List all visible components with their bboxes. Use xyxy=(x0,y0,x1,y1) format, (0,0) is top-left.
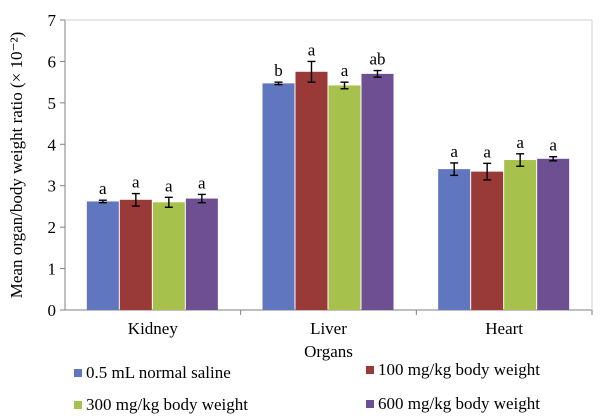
legend-swatch-100 xyxy=(366,366,374,374)
legend-label: 300 mg/kg body weight xyxy=(86,395,248,414)
chart-bars xyxy=(86,60,570,311)
bar xyxy=(152,202,185,310)
bar xyxy=(86,201,119,310)
significance-label: a xyxy=(165,176,173,195)
legend-swatch-600 xyxy=(366,400,374,408)
bar xyxy=(438,169,471,310)
legend-label: 0.5 mL normal saline xyxy=(86,363,231,382)
significance-label: a xyxy=(341,61,349,80)
chart-legend: 0.5 mL normal saline 100 mg/kg body weig… xyxy=(64,360,604,419)
legend-item: 300 mg/kg body weight xyxy=(74,395,248,415)
x-tick-label: Kidney xyxy=(128,319,179,338)
bar xyxy=(119,199,152,310)
significance-label: a xyxy=(198,173,206,192)
y-tick-label: 1 xyxy=(48,260,57,279)
significance-label: a xyxy=(483,142,491,161)
legend-swatch-300 xyxy=(74,401,82,409)
x-tick-label: Liver xyxy=(310,319,347,338)
significance-label: a xyxy=(450,142,458,161)
legend-label: 600 mg/kg body weight xyxy=(378,394,540,413)
y-tick-label: 3 xyxy=(48,177,57,196)
significance-label: a xyxy=(549,136,557,155)
x-tick-label: Heart xyxy=(485,319,523,338)
legend-item: 100 mg/kg body weight xyxy=(366,360,540,380)
significance-label: ab xyxy=(369,50,385,69)
bar xyxy=(361,73,394,310)
y-tick-label: 5 xyxy=(48,94,57,113)
y-tick-label: 7 xyxy=(48,11,57,30)
legend-item: 600 mg/kg body weight xyxy=(366,394,540,414)
x-axis-title: Organs xyxy=(304,342,353,361)
bar xyxy=(471,171,504,310)
legend-label: 100 mg/kg body weight xyxy=(378,360,540,379)
bar xyxy=(328,85,361,310)
y-axis-title: Mean organ/body weight ratio (× 10⁻²) xyxy=(7,32,26,298)
y-tick-label: 2 xyxy=(48,218,57,237)
significance-label: b xyxy=(274,61,283,80)
bar xyxy=(295,71,328,311)
bar xyxy=(537,158,570,310)
significance-label: a xyxy=(516,133,524,152)
bar xyxy=(262,83,295,310)
legend-item: 0.5 mL normal saline xyxy=(74,363,231,383)
bar xyxy=(504,160,537,310)
significance-label: a xyxy=(308,40,316,59)
legend-swatch-saline xyxy=(74,369,82,377)
significance-label: a xyxy=(132,173,140,192)
y-tick-label: 4 xyxy=(48,135,57,154)
significance-label: a xyxy=(99,179,107,198)
bar xyxy=(185,198,218,310)
y-tick-label: 0 xyxy=(48,301,57,320)
y-tick-label: 6 xyxy=(48,52,57,71)
